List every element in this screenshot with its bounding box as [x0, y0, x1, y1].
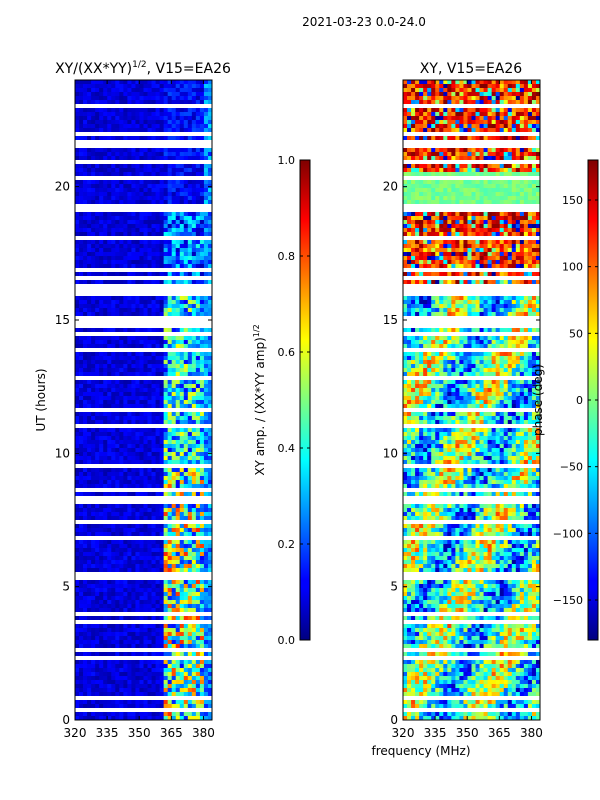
x-tick-label: 380 — [520, 726, 543, 740]
phase-heatmap — [403, 80, 540, 720]
phase-colorbar-ticks: −150 −100 −50 0 50 100 150 — [553, 194, 598, 607]
panel-phase-title: XY, V15=EA26 — [420, 61, 522, 77]
colorbar-tick-label: 0.0 — [278, 634, 296, 647]
panel-phase: XY, V15=EA26 320 335 350 365 380 0 5 10 15 20 fre… — [371, 61, 542, 758]
y-tick-label: 0 — [390, 713, 398, 727]
y-tick-label: 20 — [383, 180, 398, 194]
colorbar-tick-label: 0.6 — [278, 346, 296, 359]
x-tick-label: 365 — [160, 726, 183, 740]
y-tick-label: 10 — [55, 446, 70, 460]
x-tick-label: 350 — [128, 726, 151, 740]
colorbar-tick-label: 100 — [562, 261, 583, 274]
colorbar-tick-label: 0.2 — [278, 538, 296, 551]
colorbar-tick-label: 1.0 — [278, 154, 296, 167]
colorbar-tick-label: 0.8 — [278, 250, 296, 263]
amplitude-y-axis-label: UT (hours) — [34, 368, 48, 431]
phase-colorbar: −150 −100 −50 0 50 100 150 phase (deg) — [531, 159, 599, 641]
y-tick-label: 10 — [383, 446, 398, 460]
amplitude-colorbar-ticks: 0.0 0.2 0.4 0.6 0.8 1.0 — [278, 154, 310, 647]
x-tick-label: 320 — [64, 726, 87, 740]
figure-title: 2021-03-23 0.0-24.0 — [302, 15, 426, 29]
y-tick-label: 5 — [62, 580, 70, 594]
amplitude-heatmap — [75, 80, 212, 720]
colorbar-tick-label: 0.4 — [278, 442, 296, 455]
x-tick-label: 365 — [488, 726, 511, 740]
amplitude-axes-frame — [74, 79, 213, 721]
panel-amplitude-title: XY/(XX*YY)1/2, V15=EA26 — [55, 60, 231, 77]
colorbar-tick-label: −100 — [553, 527, 583, 540]
y-tick-label: 15 — [383, 313, 398, 327]
x-tick-label: 335 — [424, 726, 447, 740]
colorbar-tick-label: −150 — [553, 594, 583, 607]
phase-axes-frame — [402, 79, 541, 721]
y-tick-label: 0 — [62, 713, 70, 727]
phase-ticks: 320 335 350 365 380 0 5 10 15 20 — [383, 80, 543, 740]
panel-amplitude: XY/(XX*YY)1/2, V15=EA26 320 335 350 365 380 0… — [34, 60, 231, 740]
colorbar-tick-label: 0 — [576, 394, 583, 407]
amplitude-colorbar: 0.0 0.2 0.4 0.6 0.8 1.0 XY amp. / (XX*YY amp)… — [252, 154, 311, 647]
x-tick-label: 335 — [96, 726, 119, 740]
phase-x-axis-label: frequency (MHz) — [371, 744, 470, 758]
colorbar-tick-label: −50 — [560, 461, 583, 474]
y-tick-label: 20 — [55, 180, 70, 194]
x-tick-label: 350 — [456, 726, 479, 740]
colorbar-tick-label: 50 — [569, 327, 583, 340]
phase-colorbar-label: phase (deg) — [531, 364, 545, 436]
y-tick-label: 5 — [390, 580, 398, 594]
x-tick-label: 320 — [392, 726, 415, 740]
colorbar-tick-label: 150 — [562, 194, 583, 207]
amplitude-ticks: 320 335 350 365 380 0 5 10 15 20 — [55, 80, 215, 740]
amplitude-colorbar-gradient — [299, 159, 311, 641]
x-tick-label: 380 — [192, 726, 215, 740]
amplitude-colorbar-label: XY amp. / (XX*YY amp)1/2 — [252, 324, 267, 475]
y-tick-label: 15 — [55, 313, 70, 327]
